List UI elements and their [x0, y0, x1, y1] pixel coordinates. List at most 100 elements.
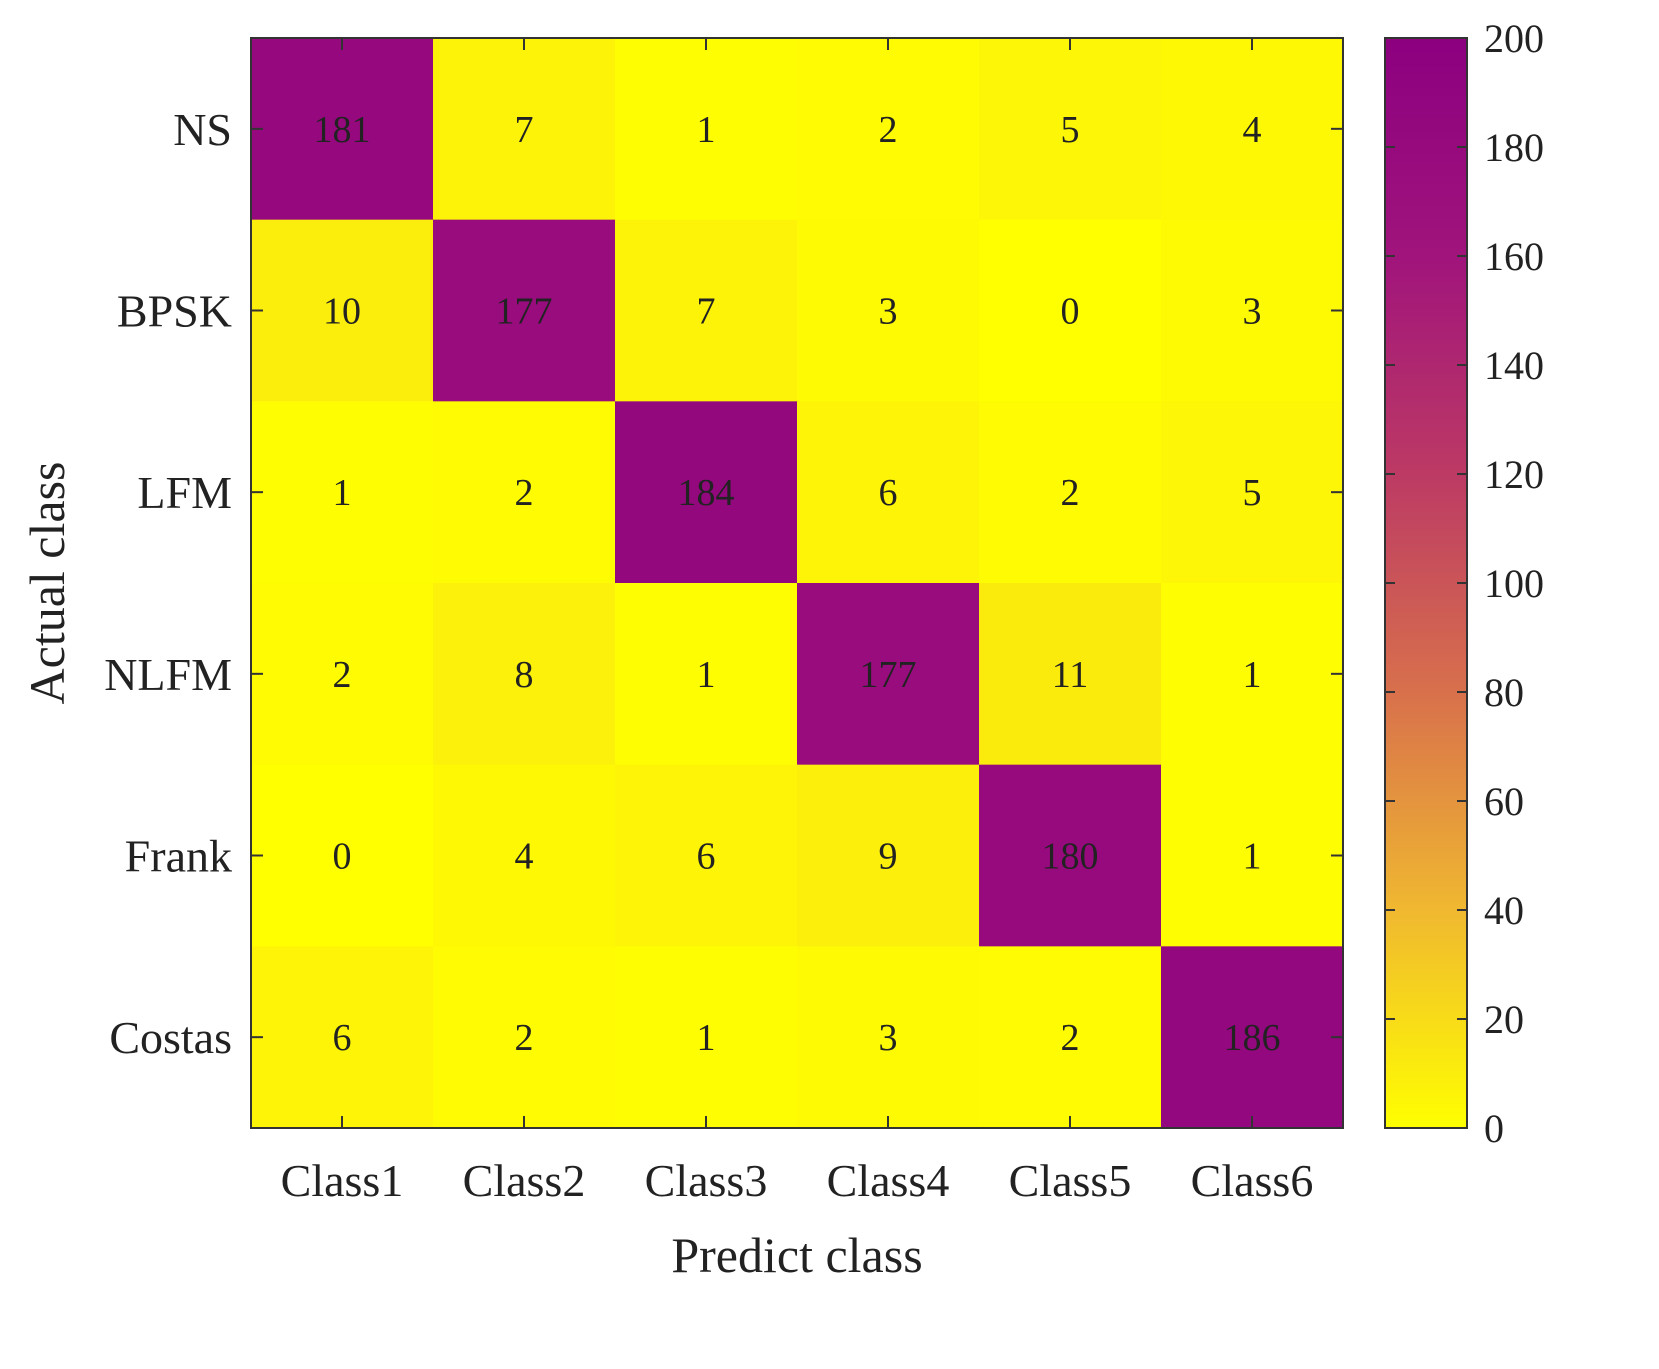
y-tick-labels: NS BPSK LFM NLFM Frank Costas	[104, 104, 232, 1063]
cell-value-label: 11	[1052, 654, 1089, 696]
cell-value-label: 1	[697, 1017, 716, 1059]
heatmap-cell	[433, 583, 616, 766]
heatmap-cell	[979, 946, 1162, 1129]
heatmap-cells	[251, 38, 1344, 1129]
x-tick-label: Class3	[645, 1155, 768, 1206]
heatmap-cell	[979, 583, 1162, 766]
heatmap-cell	[433, 38, 616, 221]
y-tick-label: BPSK	[117, 286, 232, 337]
heatmap-cell	[615, 38, 798, 221]
heatmap-cell	[433, 946, 616, 1129]
heatmap-cell	[797, 764, 980, 947]
heatmap-cell	[251, 764, 434, 947]
cell-value-label: 0	[333, 836, 352, 878]
cell-value-label: 1	[1243, 836, 1262, 878]
heatmap-cell	[433, 401, 616, 584]
y-tick-label: NLFM	[104, 649, 232, 700]
cell-value-label: 186	[1224, 1017, 1281, 1059]
heatmap-cell	[1161, 401, 1344, 584]
cell-value-label: 9	[879, 836, 898, 878]
heatmap-cell	[979, 38, 1162, 221]
x-tick-label: Class4	[827, 1155, 950, 1206]
colorbar-tick-label: 100	[1484, 561, 1544, 606]
plot-frame	[250, 37, 1344, 1129]
cell-value-label: 5	[1243, 472, 1262, 514]
y-tick-label: Costas	[109, 1012, 232, 1063]
x-tick-label: Class1	[281, 1155, 404, 1206]
heatmap-cell	[797, 219, 980, 402]
heatmap-cell	[251, 219, 434, 402]
colorbar-tick-label: 180	[1484, 125, 1544, 170]
cell-value-label: 6	[879, 472, 898, 514]
heatmap-cell-labels: 181 7 1 2 5 410 177 7 3 0 31 2 184 6 2 52 8 1 177 11 10 4 6 9 18…	[314, 109, 1281, 1059]
heatmap-cell	[251, 401, 434, 584]
cell-value-label: 4	[515, 836, 534, 878]
cell-value-label: 0	[1061, 291, 1080, 333]
heatmap-cell	[615, 946, 798, 1129]
cell-value-label: 2	[879, 109, 898, 151]
heatmap-cell	[1161, 219, 1344, 402]
heatmap-cell	[251, 946, 434, 1129]
x-tick-labels: Class1 Class2 Class3 Class4 Class5 Class6	[281, 1155, 1314, 1206]
cell-value-label: 2	[515, 472, 534, 514]
heatmap-cell	[615, 401, 798, 584]
cell-value-label: 181	[314, 109, 371, 151]
cell-value-label: 184	[678, 472, 735, 514]
cell-value-label: 5	[1061, 109, 1080, 151]
heatmap-cell	[979, 764, 1162, 947]
cell-value-label: 180	[1042, 836, 1099, 878]
cell-value-label: 7	[697, 291, 716, 333]
cell-value-label: 1	[697, 654, 716, 696]
colorbar-tick-label: 40	[1484, 888, 1524, 933]
cell-value-label: 2	[1061, 472, 1080, 514]
colorbar-tick-label: 160	[1484, 234, 1544, 279]
y-axis-label: Actual class	[19, 462, 75, 705]
heatmap-cell	[979, 219, 1162, 402]
colorbar-tick-label: 0	[1484, 1106, 1504, 1151]
cell-value-label: 8	[515, 654, 534, 696]
x-tick-label: Class6	[1191, 1155, 1314, 1206]
colorbar-tick-label: 140	[1484, 343, 1544, 388]
axis-ticks	[251, 38, 1343, 1128]
y-tick-label: Frank	[125, 831, 232, 882]
heatmap-cell	[797, 946, 980, 1129]
x-tick-label: Class5	[1009, 1155, 1132, 1206]
cell-value-label: 1	[697, 109, 716, 151]
cell-value-label: 3	[1243, 291, 1262, 333]
colorbar-ticks: 0 20 40 60 80 100 120 140 160 180 200	[1385, 16, 1544, 1151]
cell-value-label: 4	[1243, 109, 1262, 151]
heatmap-cell	[797, 401, 980, 584]
heatmap-cell	[1161, 764, 1344, 947]
colorbar-tick-label: 20	[1484, 997, 1524, 1042]
cell-value-label: 177	[860, 654, 917, 696]
heatmap-cell	[615, 583, 798, 766]
heatmap-cell	[1161, 38, 1344, 221]
heatmap-cell	[433, 219, 616, 402]
heatmap-cell	[797, 583, 980, 766]
colorbar-tick-label: 120	[1484, 452, 1544, 497]
heatmap-cell	[615, 219, 798, 402]
cell-value-label: 2	[1061, 1017, 1080, 1059]
colorbar	[1384, 37, 1468, 1129]
colorbar-tick-label: 60	[1484, 779, 1524, 824]
cell-value-label: 177	[496, 291, 553, 333]
heatmap-cell	[251, 583, 434, 766]
colorbar-tick-label: 80	[1484, 670, 1524, 715]
heatmap-cell	[1161, 583, 1344, 766]
cell-value-label: 6	[333, 1017, 352, 1059]
cell-value-label: 1	[1243, 654, 1262, 696]
heatmap-cell	[251, 38, 434, 221]
cell-value-label: 7	[515, 109, 534, 151]
cell-value-label: 3	[879, 1017, 898, 1059]
y-tick-label: LFM	[137, 467, 232, 518]
cell-value-label: 2	[333, 654, 352, 696]
heatmap-cell	[433, 764, 616, 947]
heatmap-cell	[1161, 946, 1344, 1129]
cell-value-label: 1	[333, 472, 352, 514]
colorbar-tick-label: 200	[1484, 16, 1544, 61]
x-tick-label: Class2	[463, 1155, 586, 1206]
cell-value-label: 3	[879, 291, 898, 333]
y-tick-label: NS	[173, 104, 232, 155]
